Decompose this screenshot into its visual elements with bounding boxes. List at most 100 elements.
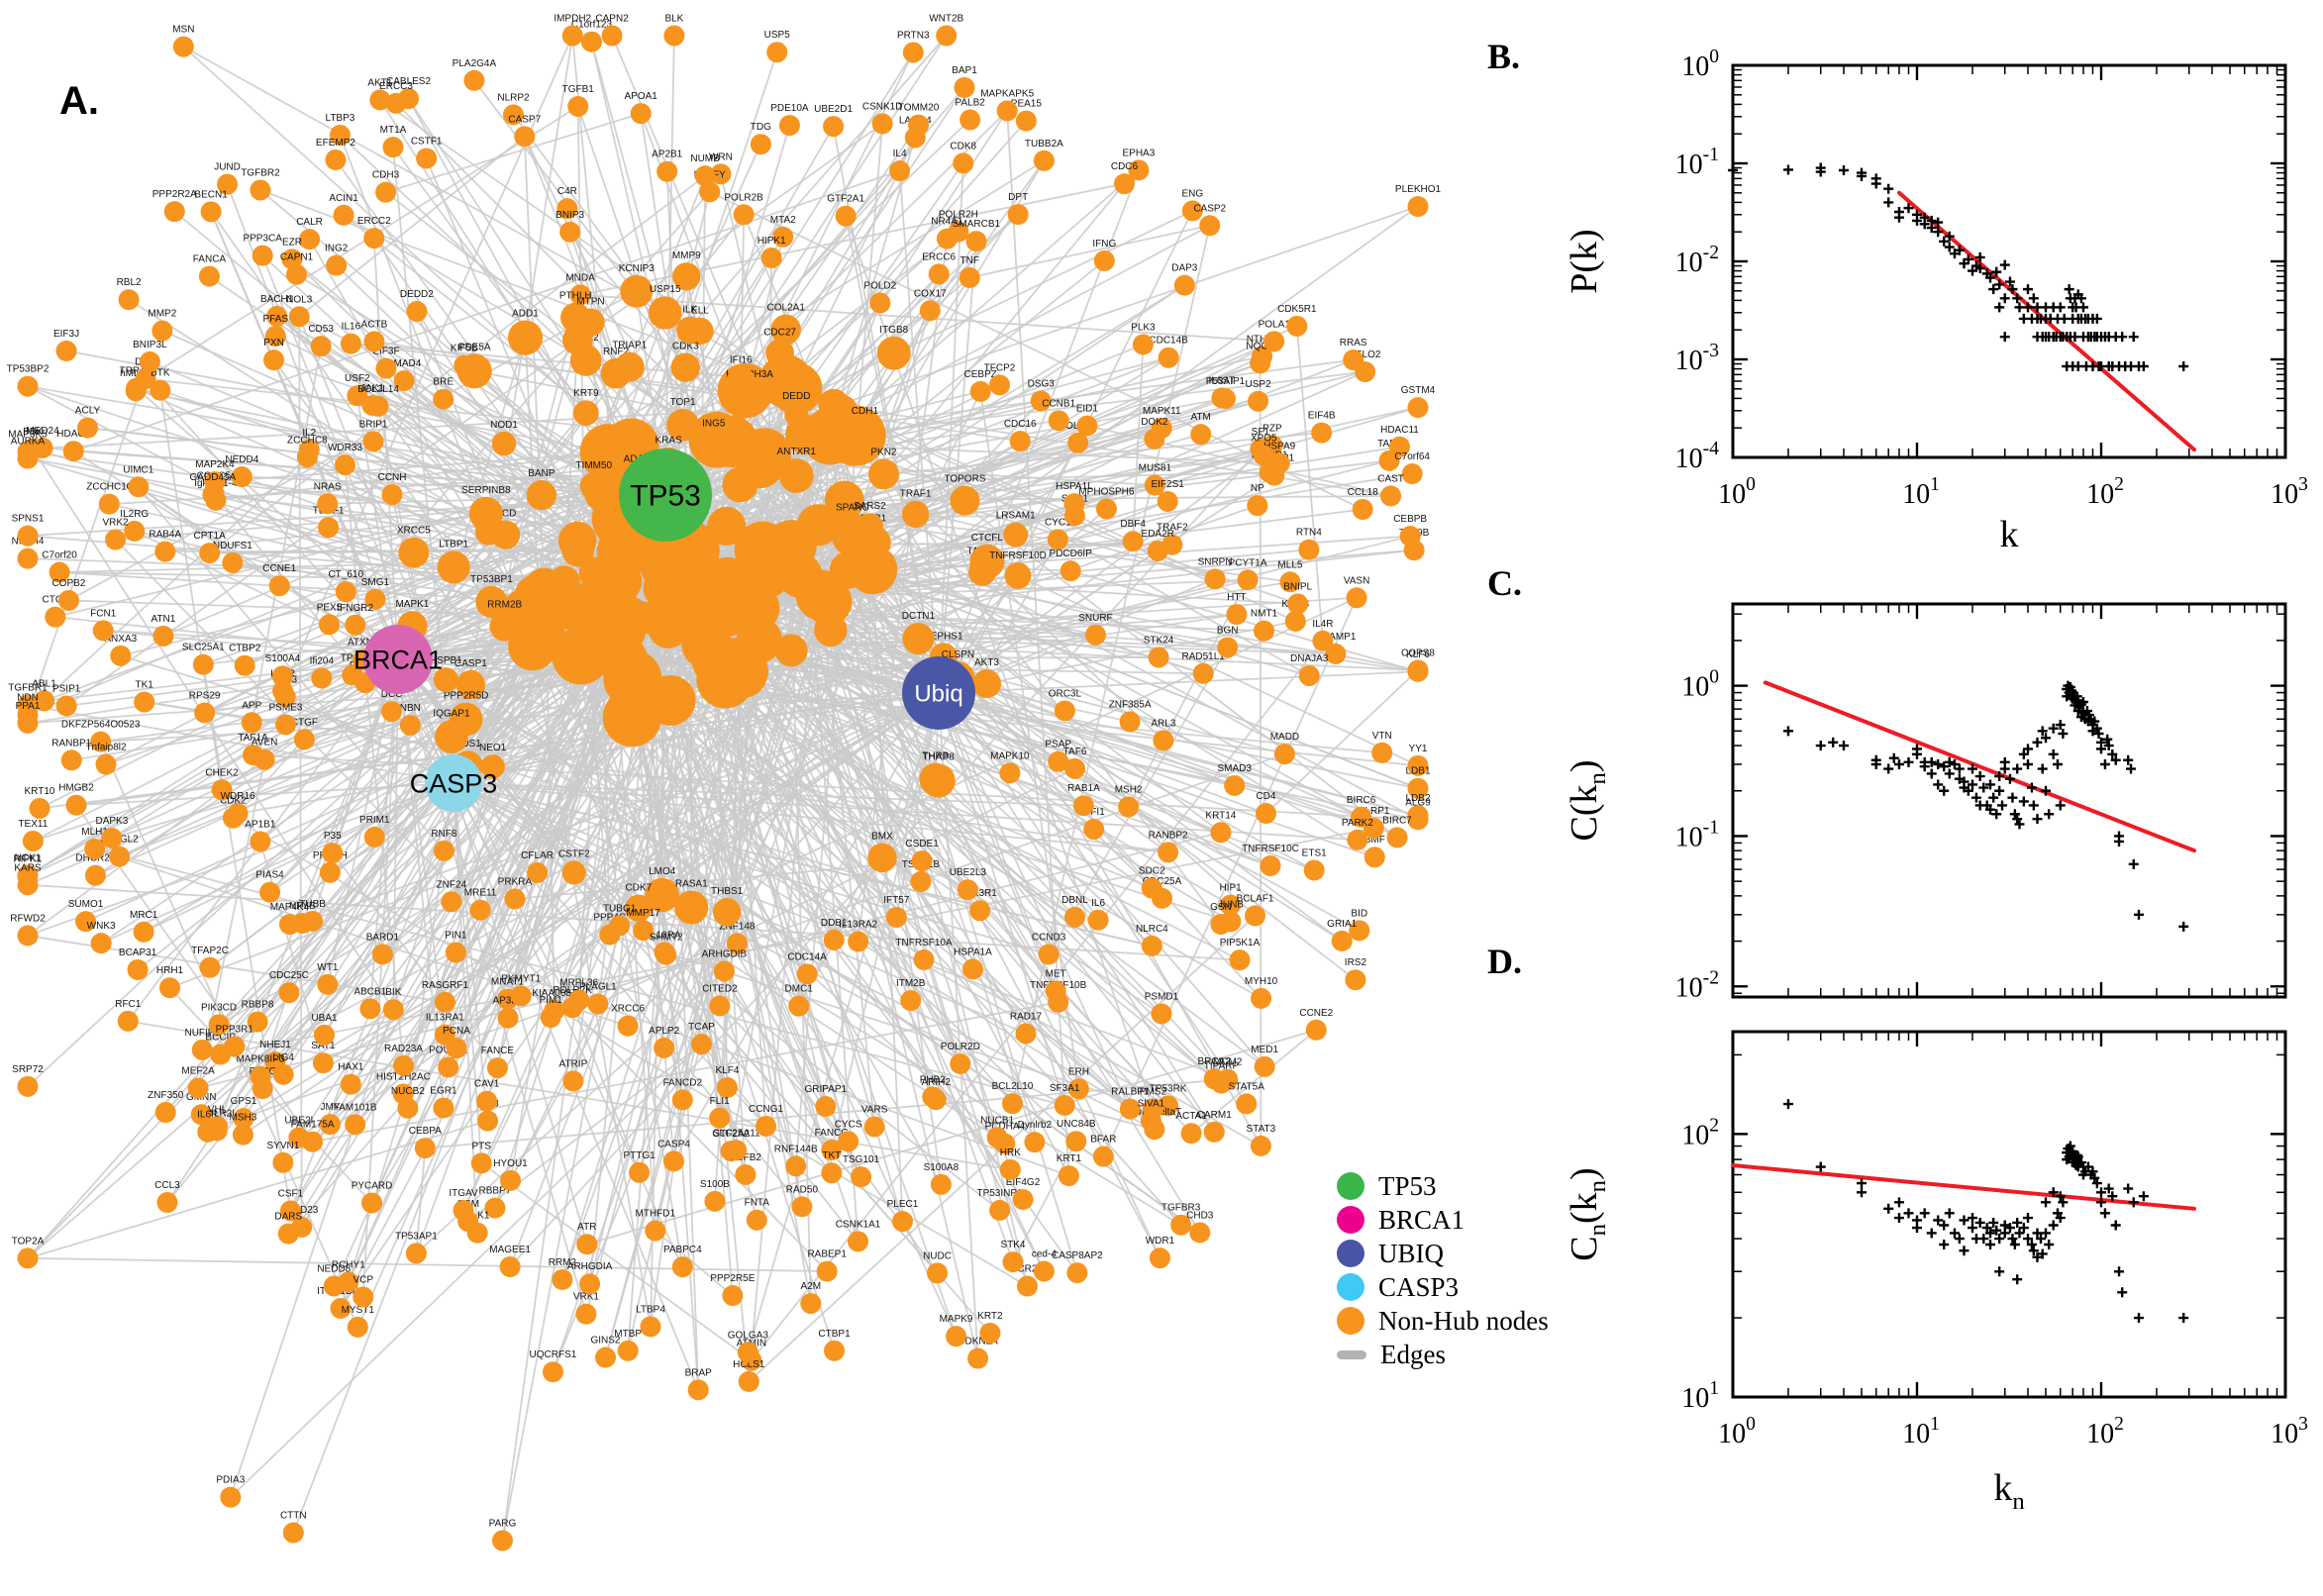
network-node	[620, 274, 654, 308]
network-core-node	[774, 634, 808, 667]
network-node-label: ARHGDIB	[702, 948, 748, 959]
network-node-label: DEDD	[782, 391, 810, 402]
network-node-label: SPARC	[836, 502, 869, 513]
network-node-label: PPP3R1	[216, 1024, 254, 1035]
network-node	[319, 1114, 341, 1136]
network-node-label: TRAF2	[1157, 523, 1188, 534]
network-node-label: TGFBR1	[8, 683, 48, 694]
network-node-label: HSPA1A	[954, 947, 992, 957]
network-node	[17, 925, 39, 947]
network-node	[989, 374, 1011, 396]
network-node	[359, 998, 381, 1020]
network-node-label: ABCB1	[354, 986, 386, 997]
network-node	[330, 1297, 352, 1319]
network-node	[317, 973, 339, 995]
network-node	[282, 1522, 304, 1544]
network-node-label: CASP2	[1193, 203, 1226, 214]
network-node	[1093, 249, 1115, 271]
network-node	[609, 915, 631, 937]
network-node	[671, 1089, 693, 1111]
network-node	[17, 375, 39, 397]
network-core-node	[578, 556, 611, 589]
network-node-label: CDC27	[763, 327, 796, 338]
network-node-label: IL6ST	[1209, 375, 1236, 386]
network-node	[694, 165, 716, 187]
network-core-node	[548, 565, 581, 598]
network-node-label: NUCB1	[980, 1115, 1014, 1126]
network-node	[1054, 1094, 1075, 1116]
network-node	[710, 163, 732, 185]
network-node	[77, 417, 99, 439]
network-node	[580, 31, 602, 52]
network-node-label: CD53	[308, 324, 334, 335]
network-node-label: PKMYT1	[501, 973, 541, 984]
network-node-label: PZP	[1262, 423, 1282, 434]
network-node-label: CASP1	[454, 658, 487, 669]
legend-item-tp53: TP53	[1337, 1169, 1549, 1203]
network-node	[1407, 777, 1429, 799]
network-node-label: COPB2	[51, 578, 85, 589]
network-node-label: POLD2	[863, 280, 896, 291]
network-node	[293, 729, 315, 750]
network-node	[1076, 415, 1098, 437]
x-axis-label: kn	[1993, 1467, 2024, 1515]
network-node-label: KRT1	[1057, 1153, 1082, 1164]
network-node	[231, 466, 252, 488]
network-node-label: MT1A	[380, 125, 407, 136]
network-node-label: UBE2I	[284, 1116, 313, 1127]
network-node	[1048, 750, 1069, 772]
network-node	[1122, 531, 1144, 552]
network-node-label: MSN	[172, 25, 194, 36]
network-node-label: CSNK1A1	[836, 1219, 881, 1230]
network-node	[704, 1190, 726, 1212]
network-node	[1063, 493, 1085, 515]
network-node-label: CSDE1	[905, 839, 939, 849]
network-node-label: IL13RA1	[426, 1013, 464, 1024]
network-node-label: HSPA9	[1263, 441, 1295, 451]
network-node-label: LDB1	[1405, 766, 1430, 777]
network-core-node	[696, 650, 755, 709]
network-node-label: ERH	[1068, 1066, 1089, 1077]
network-node-label: TUBB2A	[1025, 139, 1063, 150]
network-node-label: XRCC5	[397, 526, 431, 537]
network-node-label: MAPK9	[940, 1314, 973, 1325]
network-node-label: CSTF2	[558, 848, 590, 859]
network-node	[362, 431, 384, 452]
network-node-label: TDG	[751, 122, 771, 133]
network-node	[1237, 569, 1259, 591]
network-node-label: COPS8	[1401, 648, 1435, 658]
network-node-label: MYST1	[342, 1305, 375, 1316]
network-node-label: GADD45A	[190, 472, 237, 483]
network-node-label: BARD1	[366, 932, 400, 943]
axis-ticks	[1733, 1032, 2285, 1399]
network-node	[587, 993, 609, 1015]
network-node-label: ANTXR1	[777, 447, 817, 457]
network-node-label: TAF1A	[238, 733, 268, 744]
network-node	[453, 1199, 474, 1221]
network-node-label: S100A8	[924, 1162, 960, 1173]
network-node-label: CDC6	[1111, 161, 1139, 172]
network-node-label: USP15	[650, 284, 681, 295]
network-node	[670, 352, 700, 382]
network-node	[382, 137, 404, 158]
network-node-label: NFYB	[289, 901, 316, 912]
network-node-label: TUBB	[299, 899, 326, 910]
network-node-label: POLR2D	[941, 1042, 980, 1052]
network-node	[319, 861, 341, 883]
network-node-label: BRCA2	[1197, 1056, 1231, 1067]
network-node	[672, 262, 701, 291]
network-node	[726, 1140, 748, 1161]
network-node	[1273, 744, 1295, 765]
network-node-label: PDE5A	[458, 342, 491, 352]
network-node	[1364, 847, 1385, 868]
network-node-label: C1orf123	[571, 20, 613, 31]
network-node-label: NP	[1251, 483, 1264, 494]
network-node-label: PPA1	[16, 701, 41, 712]
network-node	[1250, 1135, 1271, 1156]
network-node	[1204, 568, 1226, 590]
network-node	[936, 25, 958, 47]
network-node-label: PEA15	[1011, 99, 1043, 110]
network-node	[222, 551, 244, 573]
network-node	[816, 1260, 838, 1282]
network-node	[353, 1286, 374, 1308]
